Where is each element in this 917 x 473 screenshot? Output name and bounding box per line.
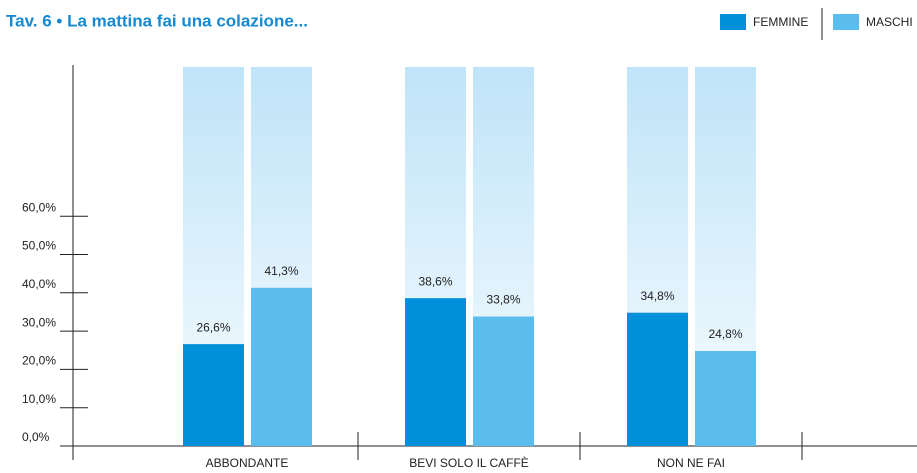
value-label: 33,8%	[486, 293, 520, 307]
value-label: 34,8%	[640, 289, 674, 303]
bar	[473, 316, 534, 446]
y-tick-label: 40,0%	[22, 277, 56, 291]
legend-swatch	[833, 14, 859, 30]
value-label: 26,6%	[196, 320, 230, 334]
y-tick-label: 0,0%	[22, 430, 50, 444]
bar	[251, 287, 312, 446]
y-tick-label: 60,0%	[22, 200, 56, 214]
bar	[627, 312, 688, 446]
y-tick-label: 30,0%	[22, 315, 56, 329]
y-tick-label: 50,0%	[22, 239, 56, 253]
y-tick-label: 10,0%	[22, 392, 56, 406]
x-tick-label: BEVI SOLO IL CAFFÈ	[409, 455, 529, 470]
bar	[695, 351, 756, 446]
value-label: 38,6%	[418, 274, 452, 288]
legend-label: MASCHI	[866, 15, 913, 29]
legend-swatch	[720, 14, 746, 30]
y-tick-label: 20,0%	[22, 354, 56, 368]
bar	[183, 344, 244, 446]
legend-label: FEMMINE	[753, 15, 808, 29]
x-tick-label: NON NE FAI	[657, 456, 725, 470]
value-label: 24,8%	[708, 327, 742, 341]
bar	[405, 298, 466, 446]
chart-title: Tav. 6 • La mattina fai una colazione...	[6, 11, 308, 30]
x-tick-label: ABBONDANTE	[206, 456, 289, 470]
value-label: 41,3%	[264, 264, 298, 278]
